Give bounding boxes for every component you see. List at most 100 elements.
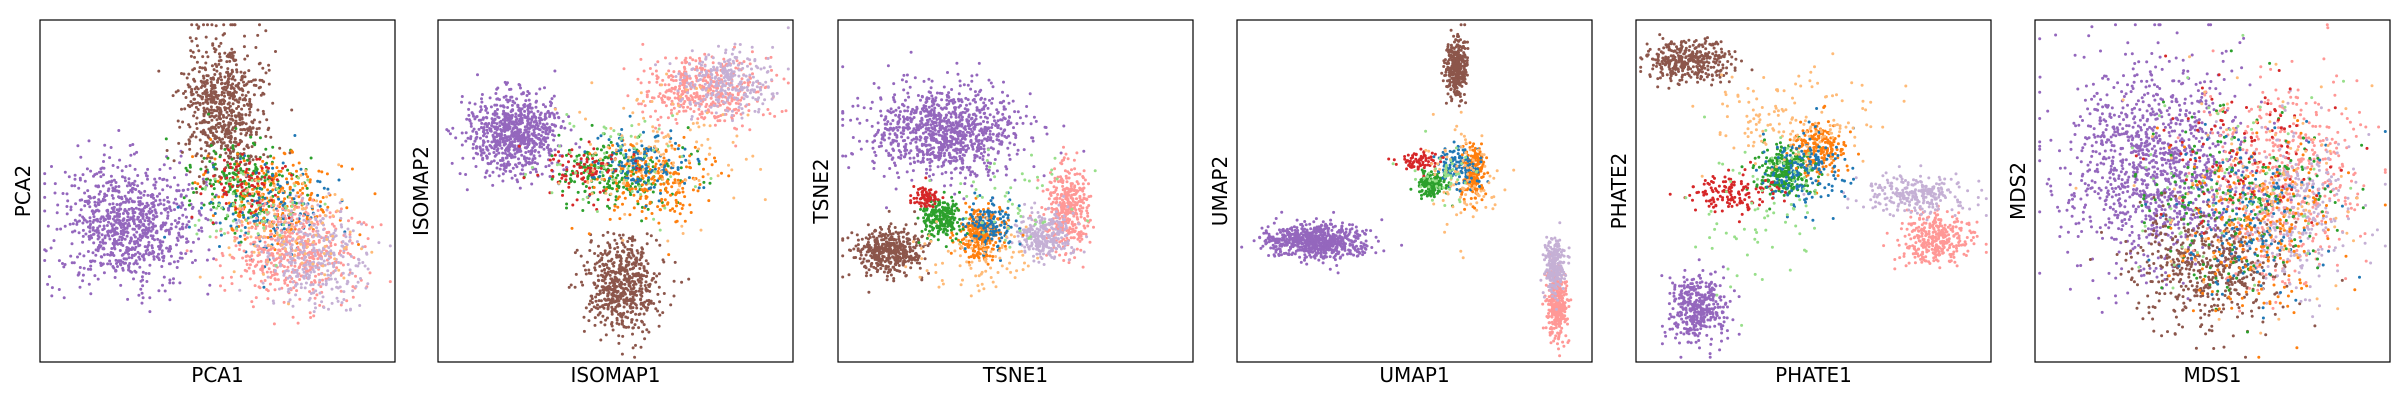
scatter-point — [66, 199, 70, 203]
scatter-point — [133, 269, 137, 273]
scatter-point — [207, 120, 211, 124]
scatter-point — [674, 79, 678, 82]
scatter-point — [184, 142, 188, 146]
scatter-point — [141, 208, 145, 212]
scatter-point — [249, 80, 253, 83]
scatter-point — [601, 314, 605, 318]
scatter-point — [202, 109, 206, 113]
scatter-point — [194, 187, 198, 191]
scatter-point — [140, 275, 144, 279]
scatter-point — [71, 222, 75, 226]
scatter-point — [230, 157, 234, 161]
scatter-point — [235, 221, 239, 225]
scatter-point — [172, 201, 176, 205]
scatter-point — [116, 232, 120, 236]
scatter-point — [626, 310, 629, 314]
scatter-point — [139, 287, 143, 291]
scatter-point — [185, 237, 189, 241]
scatter-point — [53, 182, 57, 186]
scatter-point — [648, 67, 652, 70]
scatter-point — [189, 100, 193, 104]
scatter-point — [233, 95, 236, 98]
scatter-point — [243, 71, 247, 75]
scatter-point — [230, 128, 234, 132]
scatter-point — [495, 148, 499, 152]
scatter-point — [504, 166, 508, 169]
scatter-point — [474, 165, 478, 168]
scatter-point — [215, 130, 219, 134]
scatter-point — [492, 159, 496, 163]
scatter-point — [108, 202, 112, 206]
scatter-point — [152, 255, 156, 259]
scatter-point — [263, 179, 267, 183]
scatter-point — [309, 270, 313, 274]
scatter-point — [482, 141, 486, 145]
scatter-point — [598, 305, 602, 309]
scatter-point — [237, 218, 241, 222]
scatter-point — [629, 256, 633, 260]
scatter-point — [146, 167, 150, 171]
scatter-point — [645, 242, 649, 246]
scatter-point — [89, 292, 93, 296]
scatter-point — [133, 248, 137, 251]
scatter-point — [536, 109, 540, 113]
scatter-point — [233, 59, 237, 63]
scatter-point — [122, 261, 126, 265]
scatter-point — [285, 177, 288, 181]
scatter-point — [466, 136, 470, 140]
scatter-point — [119, 232, 123, 236]
scatter-point — [132, 262, 136, 266]
scatter-point — [227, 77, 231, 80]
scatter-point — [166, 156, 170, 160]
scatter-point — [325, 238, 329, 241]
scatter-point — [204, 35, 208, 39]
scatter-point — [281, 234, 285, 238]
scatter-point — [236, 177, 240, 181]
scatter-point — [227, 113, 231, 117]
scatter-point — [637, 102, 641, 106]
scatter-point — [162, 177, 166, 181]
scatter-point — [156, 256, 160, 260]
scatter-point — [231, 97, 235, 101]
scatter-point — [327, 192, 331, 195]
scatter-point — [617, 322, 621, 326]
scatter-point — [254, 178, 258, 182]
scatter-point — [691, 98, 695, 102]
scatter-point — [171, 281, 175, 285]
scatter-point — [187, 142, 191, 146]
scatter-point — [290, 224, 294, 228]
scatter-point — [215, 65, 219, 68]
scatter-point — [294, 223, 298, 227]
scatter-point — [246, 129, 250, 132]
scatter-point — [201, 119, 205, 123]
scatter-point — [612, 232, 616, 236]
scatter-point — [193, 55, 196, 59]
scatter-point — [634, 343, 637, 347]
scatter-point — [267, 221, 271, 225]
scatter-point — [162, 198, 166, 202]
scatter-point — [561, 119, 565, 123]
scatter-point — [102, 173, 105, 177]
scatter-point — [108, 253, 112, 257]
scatter-point — [515, 178, 519, 182]
scatter-point — [451, 126, 455, 130]
scatter-point — [479, 105, 483, 109]
scatter-point — [244, 113, 248, 117]
scatter-point — [333, 243, 337, 247]
scatter-point — [232, 256, 236, 260]
scatter-point — [219, 146, 223, 150]
scatter-point — [223, 288, 227, 292]
scatter-point — [523, 105, 526, 109]
scatter-point — [221, 195, 225, 199]
scatter-point — [205, 79, 209, 82]
scatter-point — [689, 107, 693, 111]
scatter-point — [230, 282, 234, 286]
scatter-point — [606, 266, 609, 270]
scatter-point — [602, 306, 606, 310]
scatter-point — [226, 231, 230, 235]
scatter-point — [622, 278, 626, 282]
scatter-point — [190, 207, 194, 210]
scatter-point — [269, 183, 272, 187]
scatter-point — [229, 224, 233, 228]
scatter-point — [318, 254, 322, 258]
